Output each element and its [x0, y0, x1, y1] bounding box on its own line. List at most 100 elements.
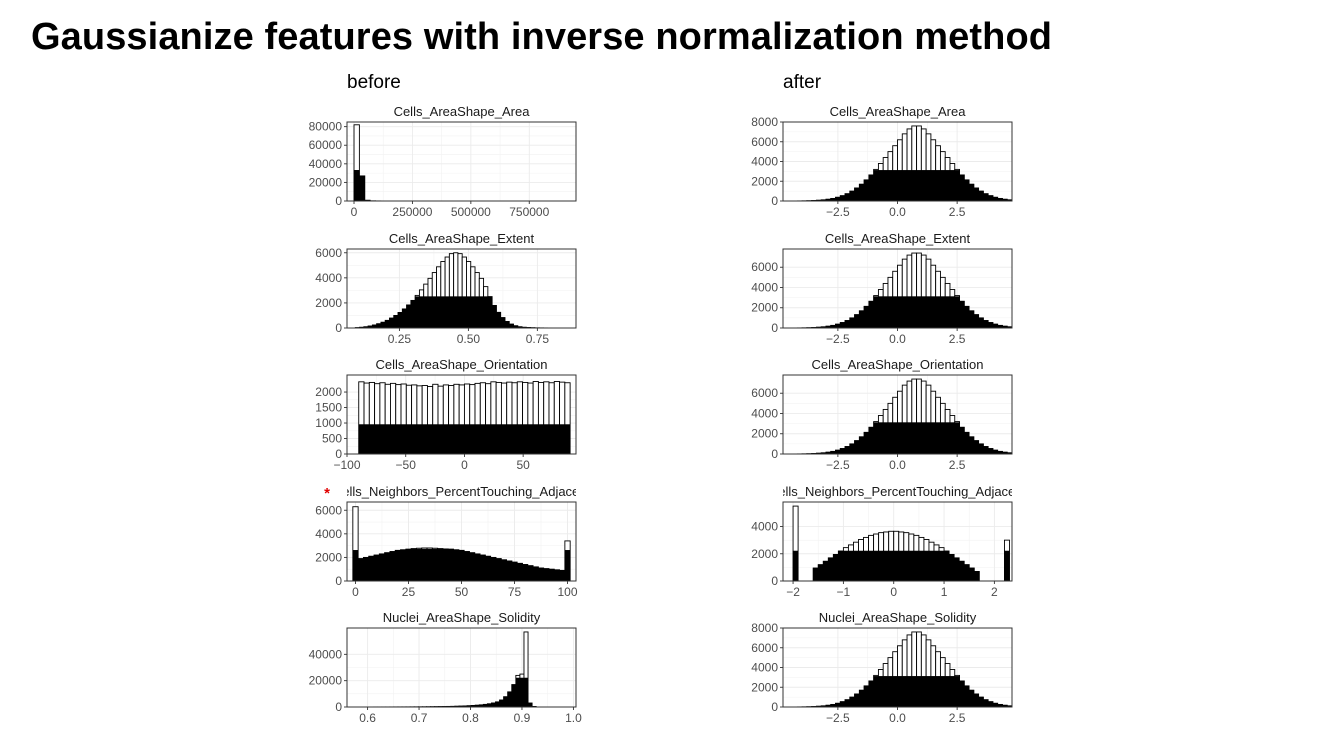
histogram-bar-filled — [968, 436, 975, 454]
histogram-bar-filled — [935, 676, 941, 707]
histogram-bar-filled — [384, 424, 391, 454]
histogram-bar-filled — [495, 558, 502, 581]
x-tick-label: 2.5 — [949, 458, 966, 472]
histogram-bar-filled — [442, 548, 449, 581]
histogram-bar-filled — [978, 317, 984, 328]
histogram-bar-filled — [384, 552, 391, 581]
histogram-bar-filled — [379, 553, 385, 581]
histogram-bar-filled — [978, 190, 984, 201]
histogram-bar-filled — [892, 676, 898, 707]
histogram-bar-filled — [448, 424, 455, 454]
panel-title: Cells_AreaShape_Orientation — [812, 357, 984, 372]
bars — [792, 378, 1012, 454]
histogram-bar-filled — [863, 179, 870, 201]
histogram-bar-filled — [491, 305, 497, 328]
histogram-bar-filled — [863, 550, 869, 581]
histogram-bar-filled — [522, 424, 529, 454]
histogram-bar-filled — [835, 449, 841, 454]
plot-background — [347, 122, 576, 201]
histogram-bar-filled — [925, 676, 932, 707]
histogram-bar-filled — [363, 557, 370, 581]
y-tick-label: 6000 — [751, 641, 778, 655]
y-tick-label: 4000 — [315, 271, 342, 285]
histogram-bar-filled — [496, 312, 501, 328]
histogram-bar-filled — [978, 443, 984, 454]
x-tick-label: 0.25 — [388, 332, 412, 346]
panel-title: Cells_Neighbors_PercentTouching_Adjacent — [333, 484, 591, 499]
histogram-bar-filled — [853, 550, 859, 581]
histogram-bar-filled — [973, 571, 980, 581]
histogram-panel: 0 2000 4000 6000 −2.5 0.0 2.5 Cells_AreaShape_O… — [751, 357, 1013, 472]
histogram-bar-filled — [963, 564, 970, 581]
histogram-bar-filled — [959, 680, 965, 707]
y-tick-label: 0 — [771, 574, 778, 588]
y-tick-label: 6000 — [315, 503, 342, 517]
histogram-bar-filled — [921, 296, 927, 328]
histogram-bar-filled — [868, 680, 874, 707]
x-tick-label: 0 — [352, 585, 359, 599]
histogram-bar-filled — [453, 296, 459, 328]
histogram-bar-filled — [501, 424, 508, 454]
histogram-bar-filled — [873, 676, 879, 707]
histogram-bar-filled — [402, 308, 407, 328]
histogram-bar-filled — [817, 564, 824, 581]
histogram-bar-filled — [1006, 705, 1012, 707]
y-tick-label: 6000 — [751, 260, 778, 274]
histogram-bar-filled — [935, 170, 941, 201]
histogram-bar-filled — [844, 320, 851, 328]
x-tick-label: 0.9 — [514, 711, 531, 725]
y-tick-label: 0 — [335, 194, 342, 208]
histogram-bar-filled — [954, 676, 960, 707]
y-tick-label: 0 — [335, 321, 342, 335]
histogram-bar-filled — [911, 676, 917, 707]
x-tick-label: −2 — [786, 585, 800, 599]
x-tick-label: 0.8 — [462, 711, 479, 725]
histogram-bar-filled — [543, 424, 550, 454]
y-tick-label: 0 — [771, 447, 778, 461]
panel-title: Cells_AreaShape_Extent — [389, 231, 535, 246]
histogram-bar-filled — [911, 296, 917, 328]
histogram-bar-filled — [983, 193, 989, 201]
histogram-bar-filled — [897, 676, 903, 707]
histogram-bar-filled — [963, 179, 970, 201]
histogram-bar-filled — [357, 558, 364, 581]
y-tick-label: 4000 — [751, 520, 778, 534]
x-tick-label: 75 — [508, 585, 522, 599]
histogram-bar-filled — [500, 317, 506, 328]
histogram-bar-filled — [421, 424, 428, 454]
y-tick-label: 1500 — [315, 401, 342, 415]
histogram-bar-filled — [940, 422, 946, 454]
histogram-bar-filled — [859, 689, 865, 707]
histogram-bar-filled — [882, 676, 889, 707]
histogram-bar-filled — [987, 701, 994, 707]
histogram-bar-filled — [973, 440, 979, 454]
x-tick-label: 2 — [991, 585, 998, 599]
histogram-bar-filled — [395, 424, 402, 454]
y-tick-label: 2000 — [315, 296, 342, 310]
histogram-bar-filled — [906, 170, 913, 201]
histogram-bar-filled — [400, 424, 407, 454]
histogram-bar-filled — [532, 566, 539, 581]
histogram-bar-filled — [464, 424, 471, 454]
histogram-bar-filled — [844, 446, 851, 454]
histogram-bar-filled — [953, 557, 960, 581]
x-tick-label: 0.0 — [889, 332, 906, 346]
histogram-bar-filled — [925, 422, 932, 454]
histogram-bar-filled — [553, 569, 560, 581]
y-tick-label: 4000 — [751, 661, 778, 675]
slide-title: Gaussianize features with inverse normal… — [31, 16, 1053, 58]
histogram-panel: 0 2000 4000 6000 0 25 50 75 100 Cells_Neighbors_P… — [315, 484, 591, 599]
histogram-bar-filled — [483, 296, 489, 328]
histogram-bar-filled — [878, 422, 884, 454]
x-tick-label: 0 — [461, 458, 468, 472]
histogram-bar-filled — [888, 550, 895, 581]
histogram-bar-filled — [948, 554, 955, 581]
histogram-bar-filled — [958, 560, 965, 581]
histogram-bar-filled — [369, 424, 375, 454]
histogram-bar-filled — [516, 424, 523, 454]
histogram-bar-filled — [992, 449, 998, 454]
histogram-bar-filled — [983, 320, 989, 328]
y-tick-label: 2000 — [751, 427, 778, 441]
histogram-bar-filled — [833, 554, 839, 581]
